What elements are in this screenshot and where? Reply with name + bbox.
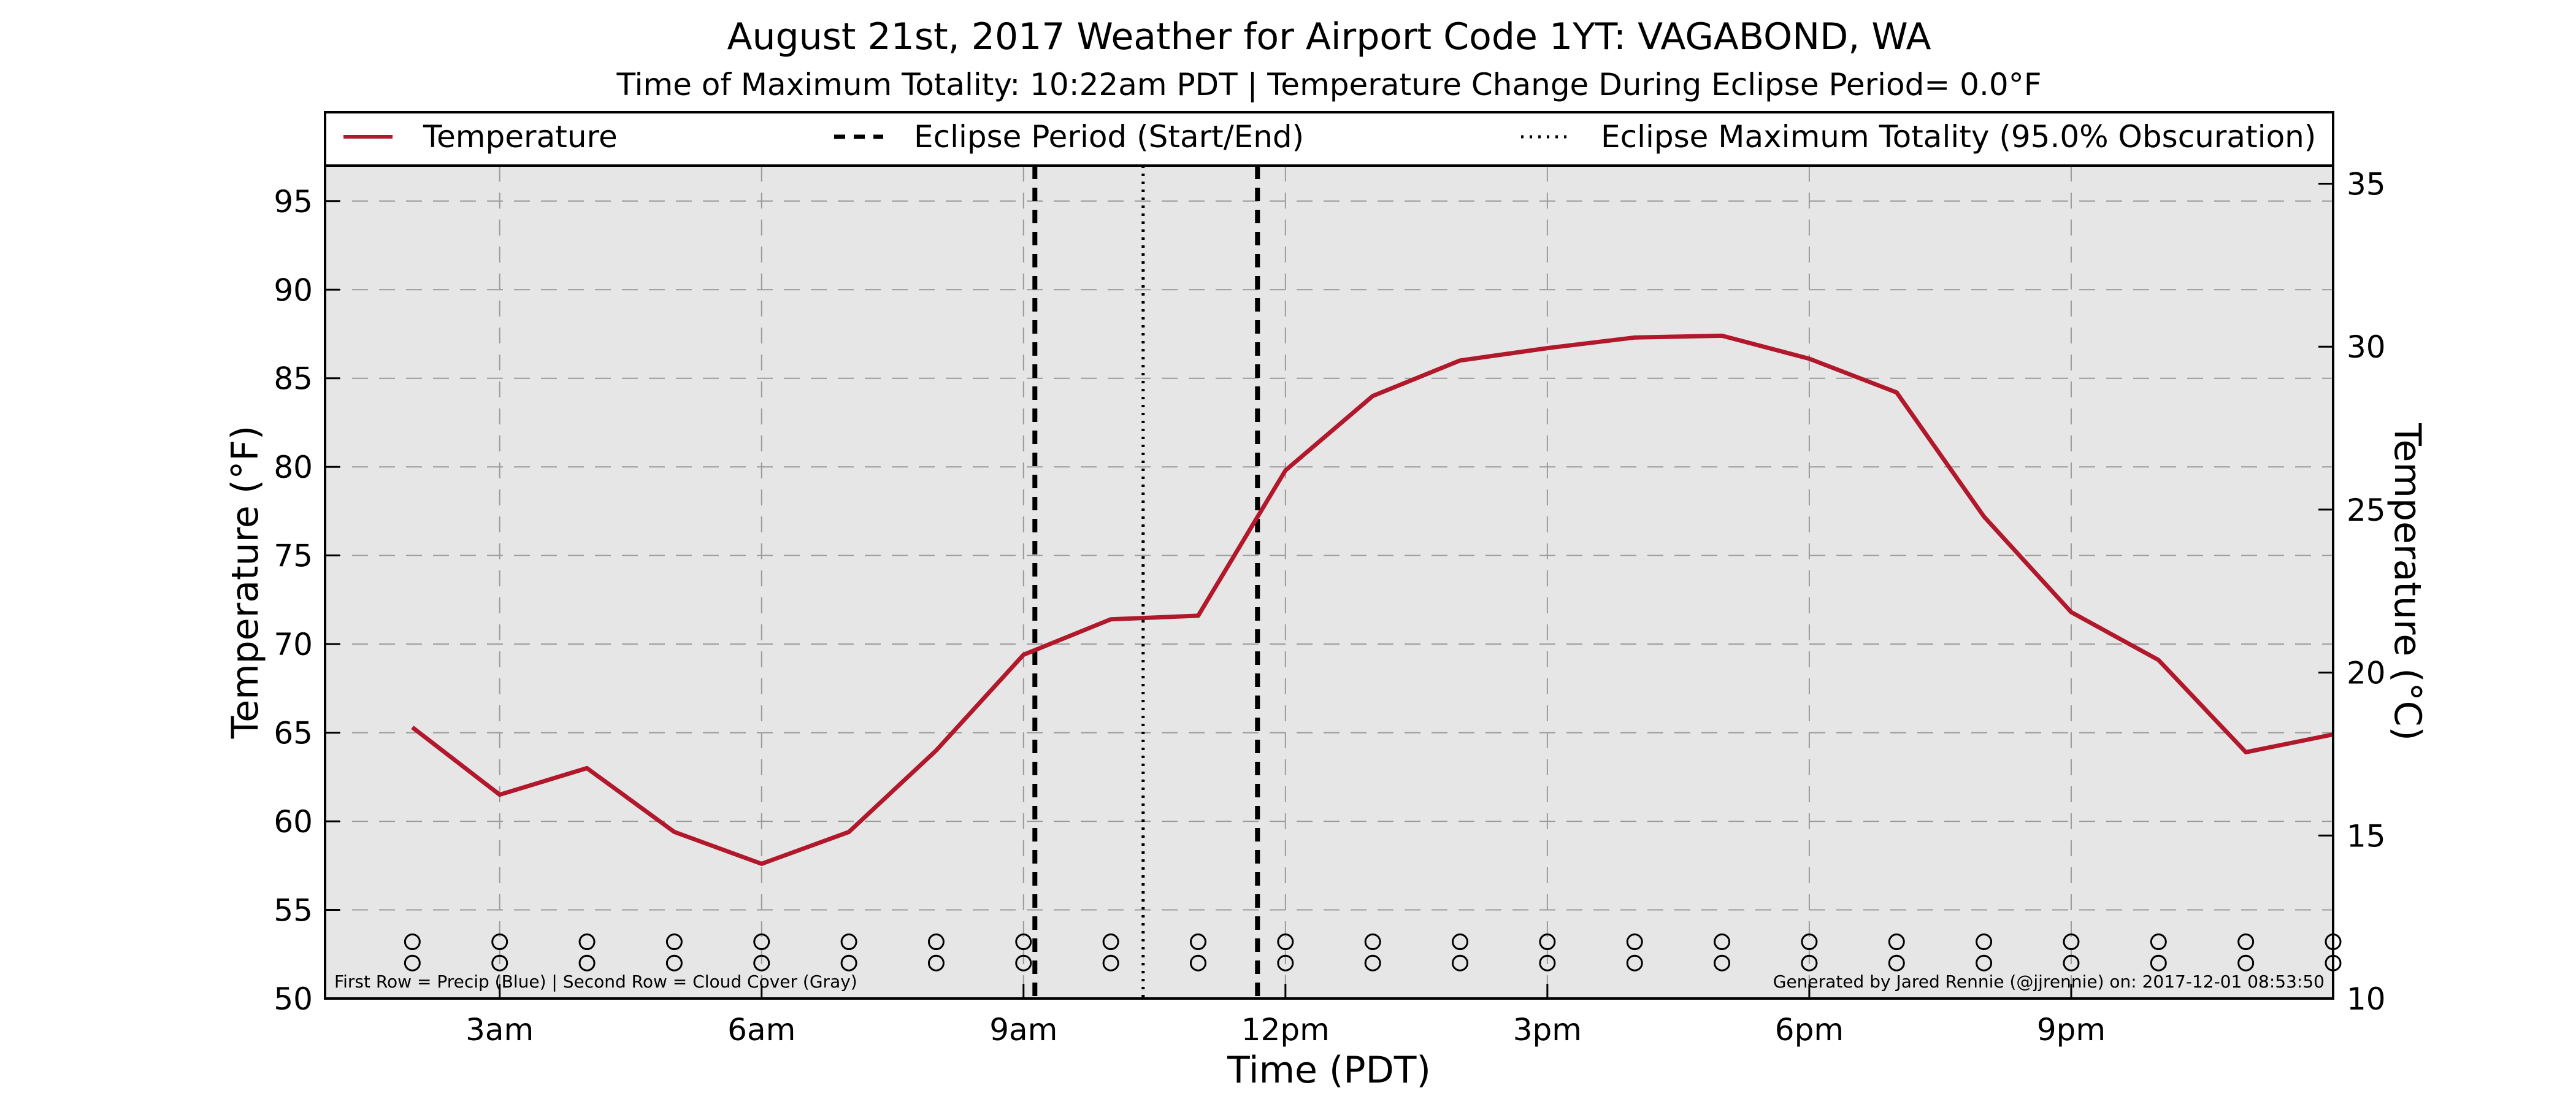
cloud-cover-marker [2150,954,2167,972]
precip-marker [753,933,770,951]
y-tick-label-right: 20 [2347,656,2386,691]
legend-frame [324,111,2334,167]
precip-marker [1888,933,1905,951]
x-axis: 3am 6am 9am 12pm 3pm 6pm 9pm [466,984,2106,1048]
precip-marker [927,933,945,951]
cloud-cover-marker [1714,954,1731,972]
series-layer [411,333,2334,866]
x-tick-label: 6pm [1775,1012,1844,1048]
legend-label-temperature: Temperature [423,119,618,155]
y-tick-label-right: 25 [2347,493,2386,528]
x-tick-label: 3am [466,1012,534,1048]
y-tick-label-left: 60 [274,804,313,840]
precip-marker [1801,933,1818,951]
precip-cloud-markers [404,933,2342,972]
cloud-cover-marker [491,954,508,972]
y-tick-label-right: 10 [2347,981,2386,1017]
cloud-cover-marker [927,954,945,972]
y-tick-label-left: 80 [274,450,313,485]
precip-marker [1714,933,1731,951]
cloud-cover-marker [1364,954,1381,972]
y-tick-label-right: 30 [2347,329,2386,365]
cloud-cover-marker [2063,954,2080,972]
x-tick-label: 3pm [1513,1012,1582,1048]
precip-marker [1539,933,1556,951]
cloud-cover-marker [665,954,683,972]
precip-marker [1189,933,1206,951]
precip-marker [578,933,596,951]
cloud-cover-marker [1801,954,1818,972]
y-axis-label-right: Temperature (°C) [2386,423,2429,741]
cloud-cover-marker [1976,954,1993,972]
precip-marker [665,933,683,951]
x-tick-label: 12pm [1241,1012,1330,1048]
precip-marker [1102,933,1119,951]
cloud-cover-marker [1626,954,1643,972]
precip-marker [2063,933,2080,951]
x-tick-label: 9pm [2037,1012,2106,1048]
y-tick-label-right: 15 [2347,818,2386,854]
y-tick-label-left: 95 [274,184,313,220]
cloud-cover-marker [1452,954,1469,972]
precip-marker [1976,933,1993,951]
y-axis-label-left: Temperature (°F) [224,426,267,739]
legend-box: Temperature Eclipse Period (Start/End) E… [324,111,2334,167]
cloud-cover-marker [840,954,857,972]
precip-marker [404,933,421,951]
precip-marker [1277,933,1294,951]
y-tick-label-left: 85 [274,361,313,397]
legend-label-eclipse-max: Eclipse Maximum Totality (95.0% Obscurat… [1601,119,2316,155]
cloud-cover-marker [1888,954,1905,972]
grid-lines [325,166,2333,999]
y-tick-label-left: 70 [274,627,313,662]
cloud-cover-marker [1539,954,1556,972]
precip-marker [1015,933,1032,951]
cloud-cover-marker [578,954,596,972]
right-y-axis: 10 15 20 25 30 35 [2318,166,2386,1017]
y-tick-label-left: 75 [274,539,313,574]
left-y-axis: 50 55 60 65 70 75 80 85 90 95 [274,184,340,1017]
chart-subtitle: Time of Maximum Totality: 10:22am PDT | … [616,67,2042,102]
cloud-cover-marker [1102,954,1119,972]
cloud-cover-marker [753,954,770,972]
precip-marker [1452,933,1469,951]
precip-marker [2150,933,2167,951]
precip-marker [840,933,857,951]
y-tick-label-left: 65 [274,716,313,751]
x-axis-label: Time (PDT) [1227,1049,1431,1092]
y-tick-label-left: 90 [274,272,313,308]
cloud-cover-marker [1277,954,1294,972]
y-tick-label-left: 55 [274,893,313,929]
cloud-cover-marker [404,954,421,972]
eclipse-lines [1032,166,1260,999]
cloud-cover-marker [1015,954,1032,972]
precip-marker [1626,933,1643,951]
temperature-line [411,333,2334,866]
y-tick-label-left: 50 [274,981,313,1017]
footnote-left: First Row = Precip (Blue) | Second Row =… [334,972,857,992]
chart-title: August 21st, 2017 Weather for Airport Co… [727,15,1931,58]
cloud-cover-marker [1189,954,1206,972]
precip-marker [491,933,508,951]
y-tick-label-right: 35 [2347,166,2386,202]
cloud-cover-marker [2237,954,2255,972]
footnote-right: Generated by Jared Rennie (@jjrennie) on… [1773,972,2325,992]
legend-label-eclipse-period: Eclipse Period (Start/End) [914,119,1304,155]
x-tick-label: 6am [727,1012,795,1048]
plot-area-background [325,166,2333,999]
precip-marker [1364,933,1381,951]
x-tick-label: 9am [989,1012,1057,1048]
precip-marker [2237,933,2255,951]
